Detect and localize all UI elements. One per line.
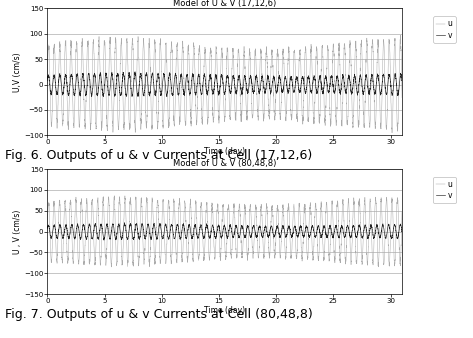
- u: [108, 265, 114, 269]
- v: [196, 230, 202, 234]
- Line: u: u: [47, 35, 402, 133]
- u: [193, 118, 199, 122]
- v: [399, 230, 405, 234]
- Title: Model of U & V (80,48,8): Model of U & V (80,48,8): [173, 159, 276, 168]
- Line: v: v: [47, 72, 402, 97]
- u: [302, 50, 308, 54]
- v: [213, 235, 219, 239]
- X-axis label: Time (day): Time (day): [204, 306, 245, 315]
- u: [44, 229, 50, 233]
- Text: Fig. 7. Outputs of u & v Currents at Cell (80,48,8): Fig. 7. Outputs of u & v Currents at Cel…: [5, 308, 313, 320]
- v: [44, 227, 50, 231]
- v: [193, 89, 199, 93]
- Legend: u, v: u, v: [433, 16, 455, 43]
- v: [213, 73, 219, 77]
- u: [44, 81, 50, 86]
- Title: Model of U & V (17,12,6): Model of U & V (17,12,6): [173, 0, 276, 8]
- v: [132, 70, 138, 74]
- v: [44, 78, 50, 82]
- v: [196, 76, 202, 80]
- v: [122, 221, 127, 225]
- v: [388, 89, 394, 93]
- Text: Fig. 6. Outputs of u & v Currents at Cell (17,12,6): Fig. 6. Outputs of u & v Currents at Cel…: [5, 149, 312, 162]
- v: [164, 95, 170, 99]
- u: [302, 207, 308, 211]
- u: [196, 50, 202, 54]
- X-axis label: Time (day): Time (day): [204, 147, 245, 156]
- u: [389, 131, 395, 135]
- u: [388, 106, 394, 110]
- u: [112, 194, 117, 198]
- u: [193, 211, 199, 215]
- u: [371, 250, 377, 254]
- v: [388, 236, 394, 240]
- v: [101, 238, 107, 242]
- Line: v: v: [47, 223, 402, 240]
- Y-axis label: U,V (cm/s): U,V (cm/s): [13, 52, 22, 92]
- u: [399, 210, 405, 214]
- u: [371, 65, 377, 69]
- v: [193, 230, 199, 234]
- u: [196, 247, 202, 251]
- Line: u: u: [47, 196, 402, 267]
- Legend: u, v: u, v: [433, 177, 455, 203]
- u: [399, 96, 405, 100]
- v: [302, 229, 308, 233]
- u: [388, 207, 394, 211]
- u: [213, 234, 219, 238]
- Y-axis label: U , V (cm/s): U , V (cm/s): [13, 209, 22, 254]
- v: [371, 86, 377, 90]
- v: [399, 78, 405, 82]
- v: [302, 90, 308, 94]
- u: [213, 47, 219, 51]
- u: [398, 33, 403, 37]
- v: [371, 236, 377, 240]
